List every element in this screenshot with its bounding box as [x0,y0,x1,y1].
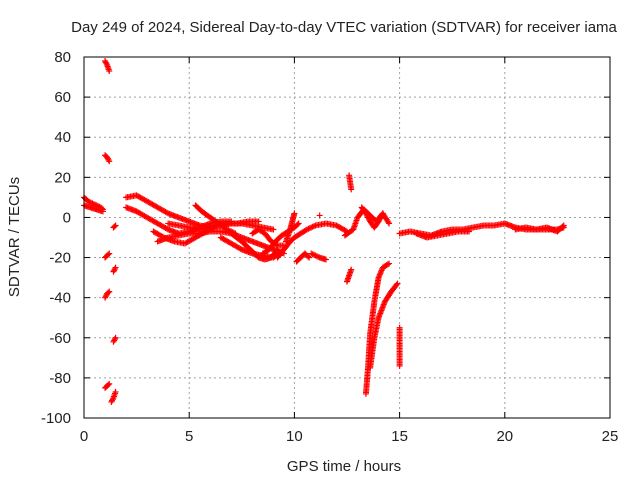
data-point [163,209,170,216]
x-tick-label: 0 [80,428,88,445]
series-arc-1i [108,388,119,405]
series-arc-1d [102,288,113,301]
series-arc-7 [192,202,239,237]
data-point [237,245,244,252]
series-arc-14 [293,250,313,265]
data-point [103,60,110,67]
y-tick-label: 60 [54,89,71,106]
series-arc-1g [110,264,119,275]
data-point [384,261,391,268]
y-tick-label: 0 [63,209,71,226]
data-point [111,265,118,272]
series-arc-1a [102,58,113,75]
data-point [109,396,116,403]
data-point [560,222,567,229]
data-point [291,210,298,217]
data-point [106,380,113,387]
x-axis-label: GPS time / hours [287,458,401,475]
y-tick-label: -40 [49,290,71,307]
data-point [112,388,119,395]
series-arc-22 [367,280,401,371]
data-point [305,253,312,260]
y-tick-label: -60 [49,330,71,347]
y-tick-label: -20 [49,250,71,267]
series-arc-25 [413,228,473,241]
series-arc-18 [344,266,355,285]
data-point [106,158,113,165]
series-arc-1h [110,334,119,345]
data-point [316,212,323,219]
data-point [270,226,277,233]
data-point [105,381,112,388]
plot-frame [83,56,611,419]
y-tick-label: 20 [54,169,71,186]
data-point [386,260,393,267]
data-point [396,362,403,369]
series-arc-12 [274,220,350,261]
data-point [348,186,355,193]
data-point [163,225,170,232]
data-point [273,247,280,254]
axis-ticks: 0 5 10 15 20 25 -100 -80 -60 -40 -20 0 20 40 60 80 [41,49,618,445]
data-point [295,220,302,227]
series-arc-1e [102,380,113,391]
data-point [105,156,112,163]
series-arc-15 [308,250,329,263]
data-point [322,256,329,263]
data-point [111,223,118,230]
series-arc-1c [102,250,113,261]
series-arc-1b [102,152,113,165]
data-point [294,221,301,228]
chart-title: Day 249 of 2024, Sidereal Day-to-day VTE… [71,19,617,36]
x-tick-label: 10 [286,428,303,445]
data-point [348,266,355,273]
series-arc-16 [316,212,323,219]
series-arc-13 [282,210,298,245]
data-point [385,219,392,226]
data-point [255,218,262,225]
x-tick-label: 20 [496,428,513,445]
series-arc-23 [396,324,403,369]
y-axis-label: SDTVAR / TECUs [6,177,23,297]
x-tick-label: 5 [185,428,193,445]
series-arc-1f [110,222,119,231]
data-point [106,250,113,257]
data-point [111,336,118,343]
series-arc-9 [228,230,281,263]
data-point [112,334,119,341]
data-point [306,254,313,261]
data-point [112,264,119,271]
y-tick-label: -80 [49,370,71,387]
data-point [386,220,393,227]
data-point [112,222,119,229]
grid-lines [84,57,610,418]
data-points [81,58,567,405]
y-tick-label: -100 [41,410,71,427]
x-tick-label: 15 [391,428,408,445]
data-point [105,289,112,296]
series-arc-17 [346,172,355,193]
data-point [393,281,400,288]
series-arc-start-2 [81,202,106,215]
data-point [105,251,112,258]
y-tick-label: 80 [54,49,71,66]
y-tick-label: 40 [54,129,71,146]
x-tick-label: 25 [602,428,619,445]
series-arc-26 [512,222,567,235]
data-point [466,228,473,235]
data-point [106,68,113,75]
data-point [379,211,386,218]
data-point [394,280,401,287]
data-point [379,210,386,217]
series-arc-20 [358,204,386,231]
data-point [559,223,566,230]
data-point [99,208,106,215]
data-point [106,288,113,295]
